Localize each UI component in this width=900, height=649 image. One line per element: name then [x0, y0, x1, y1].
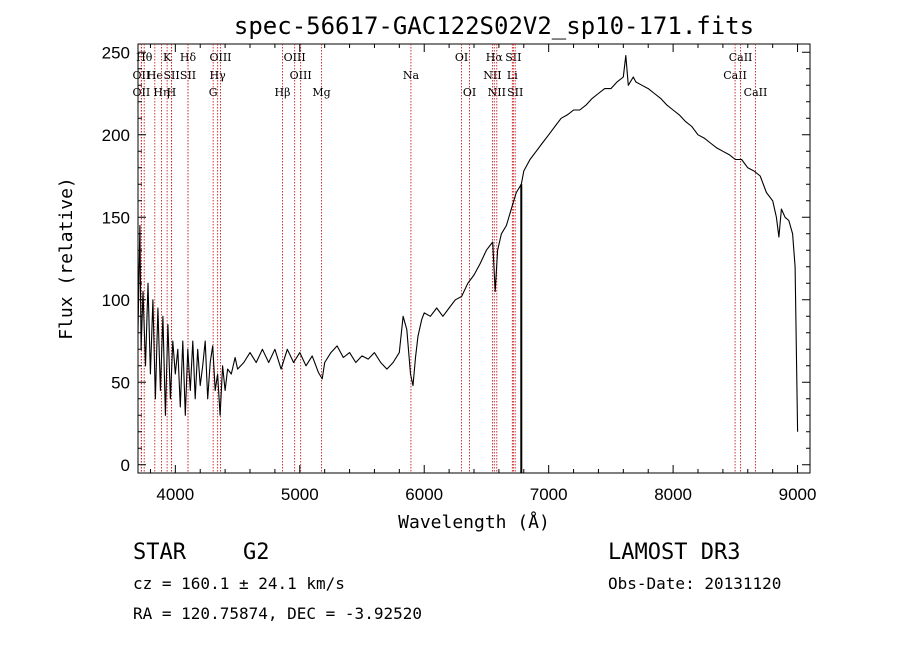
y-tick-label: 0 [121, 456, 130, 475]
line-label: CaII [723, 69, 747, 82]
line-label: Hα [486, 51, 504, 64]
chart-title: spec-56617-GAC122S02V2_sp10-171.fits [234, 12, 754, 40]
line-label: Hθ [136, 51, 153, 64]
line-label: CaII [744, 86, 768, 99]
line-label: OIII [209, 51, 231, 64]
line-label: K [163, 51, 172, 64]
line-label: OII [133, 86, 151, 99]
y-tick-label: 200 [102, 126, 130, 145]
info-object-class: STAR [133, 540, 186, 565]
x-tick-label: 6000 [405, 485, 443, 504]
line-label: He [147, 69, 163, 82]
line-label: SII [163, 69, 179, 82]
x-tick-label: 5000 [281, 485, 319, 504]
line-label: OIII [290, 69, 312, 82]
x-tick-label: 7000 [530, 485, 568, 504]
x-tick-label: 9000 [779, 485, 817, 504]
line-label: Hγ [210, 69, 227, 82]
x-tick-label: 8000 [654, 485, 692, 504]
line-label: CaII [729, 51, 753, 64]
y-axis-label: Flux (relative) [56, 177, 77, 340]
line-label: NII [483, 69, 501, 82]
x-tick-label: 4000 [156, 485, 194, 504]
line-label: Hβ [275, 86, 291, 99]
y-tick-label: 150 [102, 208, 130, 227]
line-label: OI [455, 51, 468, 64]
spectrum-line [137, 55, 799, 432]
y-tick-label: 100 [102, 291, 130, 310]
line-label: SII [507, 86, 523, 99]
plot-frame [137, 43, 811, 474]
y-tick-label: 50 [111, 373, 130, 392]
info-obs-date: Obs-Date: 20131120 [608, 574, 782, 593]
line-label: Na [403, 69, 420, 82]
line-label: SII [505, 51, 521, 64]
info-coords: RA = 120.75874, DEC = -3.92520 [133, 604, 422, 623]
line-label: G [209, 86, 218, 99]
line-label: NII [488, 86, 506, 99]
line-label: Mg [312, 86, 330, 99]
line-label: Hη [153, 86, 169, 99]
y-tick-label: 250 [102, 43, 130, 62]
line-label: SII [180, 69, 196, 82]
x-axis-label: Wavelength (Å) [398, 511, 550, 533]
info-subclass: G2 [243, 540, 270, 565]
line-label: Li [507, 69, 518, 82]
info-redshift: cz = 160.1 ± 24.1 km/s [133, 574, 345, 593]
info-survey: LAMOST DR3 [608, 540, 741, 565]
line-label: OI [463, 86, 476, 99]
line-label: OIII [284, 51, 306, 64]
